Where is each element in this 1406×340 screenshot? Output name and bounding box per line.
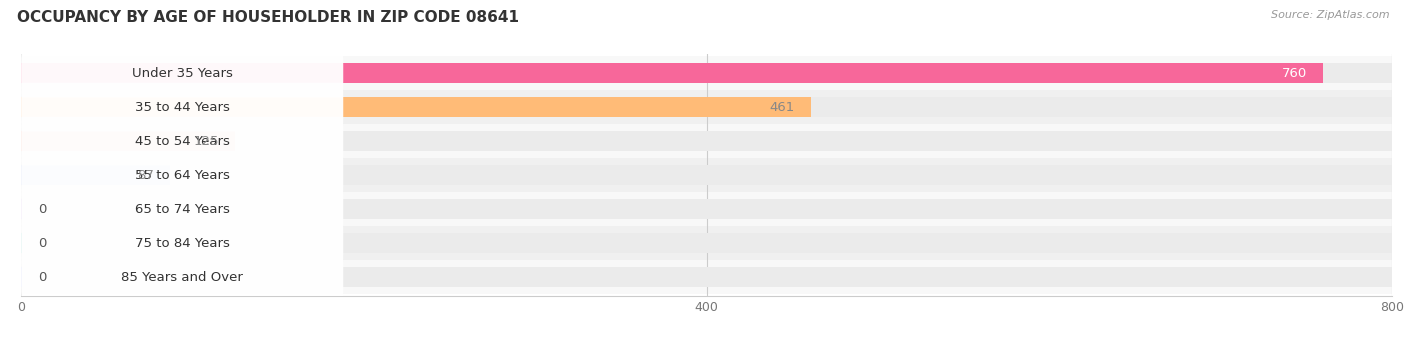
Text: OCCUPANCY BY AGE OF HOUSEHOLDER IN ZIP CODE 08641: OCCUPANCY BY AGE OF HOUSEHOLDER IN ZIP C…	[17, 10, 519, 25]
Text: 55 to 64 Years: 55 to 64 Years	[135, 169, 229, 182]
Text: 0: 0	[38, 203, 46, 216]
Text: Under 35 Years: Under 35 Years	[132, 67, 232, 80]
FancyBboxPatch shape	[21, 185, 343, 234]
Bar	[21, 97, 1392, 117]
Bar	[21, 90, 1392, 124]
Bar	[21, 63, 1323, 83]
Text: 0: 0	[38, 237, 46, 250]
Bar	[21, 226, 1392, 260]
Bar	[21, 63, 1392, 83]
FancyBboxPatch shape	[21, 151, 343, 200]
Bar	[21, 199, 1392, 219]
FancyBboxPatch shape	[21, 219, 343, 268]
Text: 760: 760	[1282, 67, 1308, 80]
Text: 75 to 84 Years: 75 to 84 Years	[135, 237, 229, 250]
FancyBboxPatch shape	[21, 253, 343, 302]
Text: 35 to 44 Years: 35 to 44 Years	[135, 101, 229, 114]
Bar	[21, 165, 1392, 185]
Text: 0: 0	[38, 271, 46, 284]
Text: 125: 125	[194, 135, 219, 148]
Text: 85 Years and Over: 85 Years and Over	[121, 271, 243, 284]
Text: Source: ZipAtlas.com: Source: ZipAtlas.com	[1271, 10, 1389, 20]
Bar	[21, 56, 1392, 90]
Bar	[21, 97, 811, 117]
Bar	[21, 260, 1392, 294]
FancyBboxPatch shape	[21, 49, 343, 98]
Bar	[21, 233, 1392, 253]
Bar	[21, 158, 1392, 192]
Bar	[21, 131, 235, 151]
Text: 65 to 74 Years: 65 to 74 Years	[135, 203, 229, 216]
Bar	[21, 267, 1392, 287]
Text: 461: 461	[769, 101, 794, 114]
Bar	[21, 165, 170, 185]
FancyBboxPatch shape	[21, 83, 343, 132]
Bar	[21, 131, 1392, 151]
Bar	[21, 124, 1392, 158]
Text: 87: 87	[136, 169, 153, 182]
Bar	[21, 192, 1392, 226]
FancyBboxPatch shape	[21, 117, 343, 166]
Text: 45 to 54 Years: 45 to 54 Years	[135, 135, 229, 148]
